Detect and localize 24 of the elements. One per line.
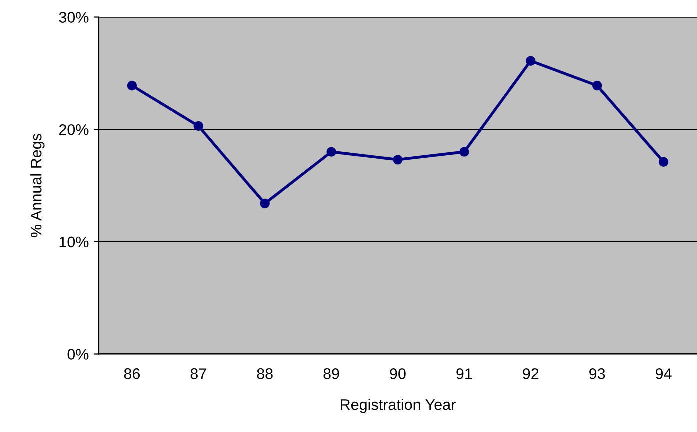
x-tick-label: 94 [656,368,672,380]
point [194,121,204,132]
y-tick-label: 0% [68,349,89,360]
x-tick-label: 90 [390,368,406,380]
point [658,157,669,168]
point [526,56,536,66]
point [127,80,138,91]
point [260,198,270,209]
x-tick-label: 89 [324,368,340,380]
x-tick-label: 88 [257,368,273,380]
x-tick-label: 93 [590,368,606,380]
point [326,147,336,157]
x-axis-title: Registration Year [341,399,456,414]
x-tick-label: 92 [523,368,539,380]
y-axis-title: % Annual Regs [30,134,45,238]
x-tick-label: 86 [124,368,140,380]
y-tick-label: 10% [60,236,89,248]
y-tick-label: 20% [59,124,89,136]
point [460,147,470,157]
x-tick-label: 87 [190,368,206,380]
y-tick-label: 30% [59,12,89,23]
x-tick-label: 91 [456,368,472,380]
point [393,155,403,165]
point [592,80,602,91]
